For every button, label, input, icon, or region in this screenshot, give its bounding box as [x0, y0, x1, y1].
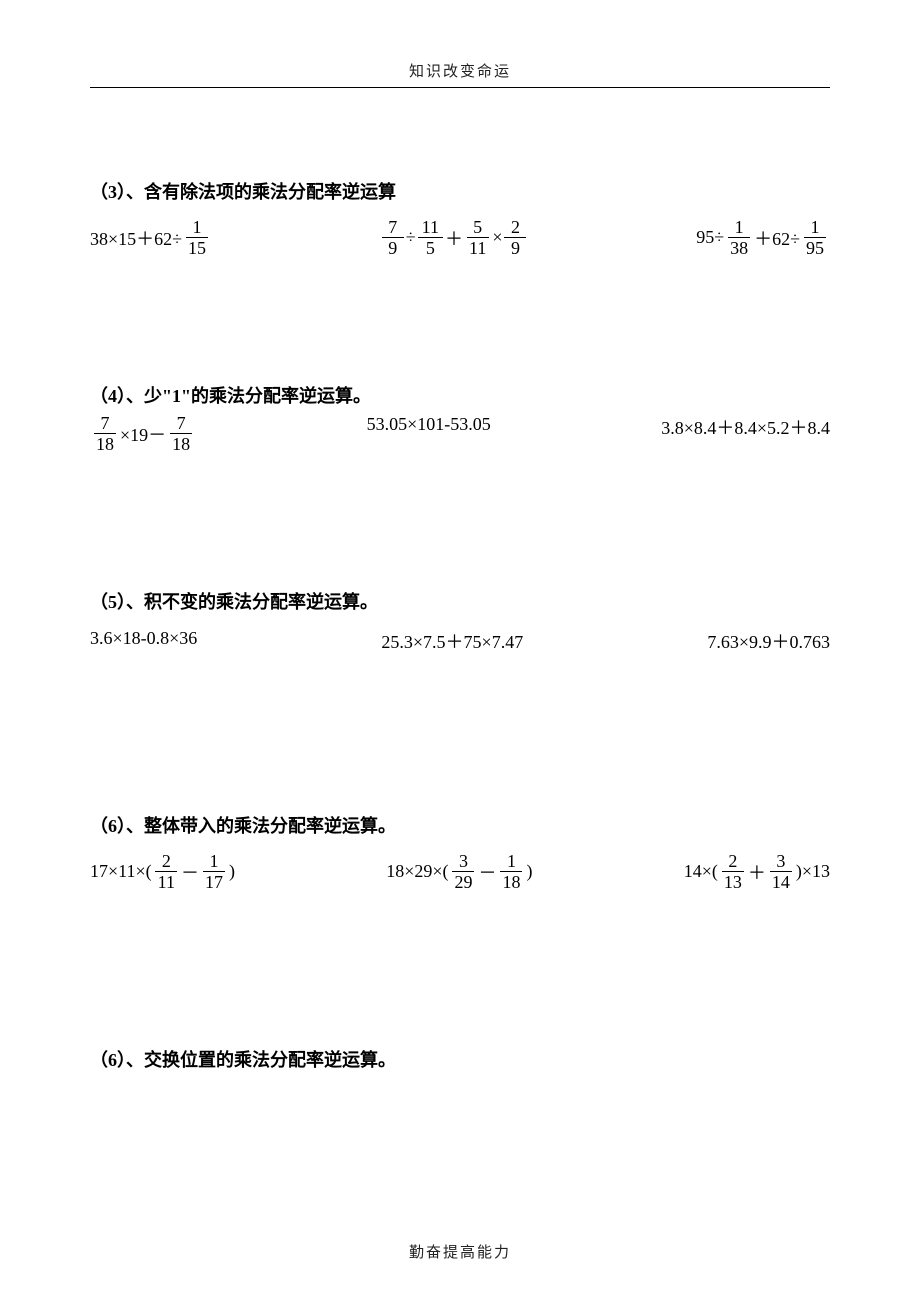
fraction: 138 [726, 218, 752, 257]
fraction-numerator: 2 [155, 852, 177, 872]
expression-row: 17×11×(211－117) 18×29×(329－118) 14×(213＋… [90, 852, 830, 896]
fraction-denominator: 9 [382, 238, 404, 257]
math-text: ＋ [748, 859, 766, 885]
fraction-numerator: 1 [203, 852, 225, 872]
fraction-denominator: 17 [201, 872, 227, 891]
fraction-denominator: 18 [92, 434, 118, 453]
fraction-numerator: 1 [500, 852, 522, 872]
fraction-denominator: 13 [720, 872, 746, 891]
fraction: 117 [201, 852, 227, 891]
math-expression: 718×19－718 [90, 414, 196, 453]
fraction-numerator: 7 [170, 414, 192, 434]
math-text: － [478, 859, 496, 885]
math-text: 3.6×18-0.8×36 [90, 628, 197, 649]
fraction: 718 [92, 414, 118, 453]
math-text: 38×15＋62÷ [90, 225, 182, 251]
math-text: 18×29×( [386, 861, 448, 882]
expression-row: 3.6×18-0.8×36 25.3×7.5＋75×7.47 7.63×9.9＋… [90, 628, 830, 672]
fraction: 718 [168, 414, 194, 453]
fraction-numerator: 2 [722, 852, 744, 872]
math-expression: 38×15＋62÷115 [90, 218, 212, 257]
math-expression: 3.8×8.4＋8.4×5.2＋8.4 [661, 414, 830, 440]
fraction-numerator: 5 [467, 218, 489, 238]
math-text: 25.3×7.5＋75×7.47 [381, 628, 523, 654]
math-text: )×13 [796, 861, 830, 882]
fraction-denominator: 29 [450, 872, 476, 891]
header-rule [90, 87, 830, 88]
fraction: 29 [504, 218, 526, 257]
math-expression: 25.3×7.5＋75×7.47 [381, 628, 523, 654]
math-text: 3.8×8.4＋8.4×5.2＋8.4 [661, 414, 830, 440]
fraction-numerator: 1 [728, 218, 750, 238]
math-expression: 53.05×101-53.05 [367, 414, 491, 435]
math-expression: 7.63×9.9＋0.763 [707, 628, 830, 654]
fraction-denominator: 18 [168, 434, 194, 453]
fraction-denominator: 9 [504, 238, 526, 257]
fraction: 314 [768, 852, 794, 891]
math-text: ＋ [445, 225, 463, 251]
math-text: ×19－ [120, 421, 166, 447]
fraction-denominator: 18 [498, 872, 524, 891]
expression-row: 718×19－718 53.05×101-53.05 3.8×8.4＋8.4×5… [90, 414, 830, 458]
fraction: 213 [720, 852, 746, 891]
fraction-numerator: 3 [770, 852, 792, 872]
fraction-numerator: 7 [94, 414, 116, 434]
page-header: 知识改变命运 [90, 60, 830, 81]
fraction-numerator: 3 [452, 852, 474, 872]
section-title: （6）、交换位置的乘法分配率逆运算。 [90, 1046, 830, 1072]
fraction: 329 [450, 852, 476, 891]
fraction-numerator: 2 [504, 218, 526, 238]
fraction: 115 [184, 218, 210, 257]
math-expression: 3.6×18-0.8×36 [90, 628, 197, 649]
math-expression: 79÷115＋511×29 [380, 218, 529, 257]
math-text: 53.05×101-53.05 [367, 414, 491, 435]
math-text: × [492, 227, 502, 248]
math-text: ＋62÷ [754, 225, 800, 251]
section-title: （3）、含有除法项的乘法分配率逆运算 [90, 178, 830, 204]
math-text: ÷ [406, 227, 416, 248]
page-footer: 勤奋提高能力 [0, 1241, 920, 1262]
fraction: 211 [154, 852, 179, 891]
fraction: 118 [498, 852, 524, 891]
fraction-denominator: 11 [154, 872, 179, 891]
math-expression: 18×29×(329－118) [386, 852, 532, 891]
fraction-denominator: 5 [419, 238, 441, 257]
fraction-numerator: 1 [186, 218, 208, 238]
section-title: （6）、整体带入的乘法分配率逆运算。 [90, 812, 830, 838]
math-text: － [181, 859, 199, 885]
math-text: 14×( [684, 861, 718, 882]
math-expression: 95÷138＋62÷195 [696, 218, 830, 257]
fraction-denominator: 11 [465, 238, 490, 257]
fraction: 79 [382, 218, 404, 257]
fraction-denominator: 95 [802, 238, 828, 257]
math-text: ) [229, 861, 235, 882]
fraction: 115 [418, 218, 443, 257]
fraction: 195 [802, 218, 828, 257]
math-expression: 14×(213＋314)×13 [684, 852, 830, 891]
fraction-denominator: 14 [768, 872, 794, 891]
math-text: 17×11×( [90, 861, 152, 882]
section-title: （5）、积不变的乘法分配率逆运算。 [90, 588, 830, 614]
fraction-numerator: 11 [418, 218, 443, 238]
math-text: 7.63×9.9＋0.763 [707, 628, 830, 654]
fraction-numerator: 7 [382, 218, 404, 238]
fraction-numerator: 1 [804, 218, 826, 238]
math-text: ) [526, 861, 532, 882]
fraction-denominator: 38 [726, 238, 752, 257]
fraction: 511 [465, 218, 490, 257]
math-text: 95÷ [696, 227, 724, 248]
fraction-denominator: 15 [184, 238, 210, 257]
expression-row: 38×15＋62÷115 79÷115＋511×29 95÷138＋62÷195 [90, 218, 830, 262]
section-title: （4）、少"1"的乘法分配率逆运算。 [90, 382, 830, 408]
math-expression: 17×11×(211－117) [90, 852, 235, 891]
